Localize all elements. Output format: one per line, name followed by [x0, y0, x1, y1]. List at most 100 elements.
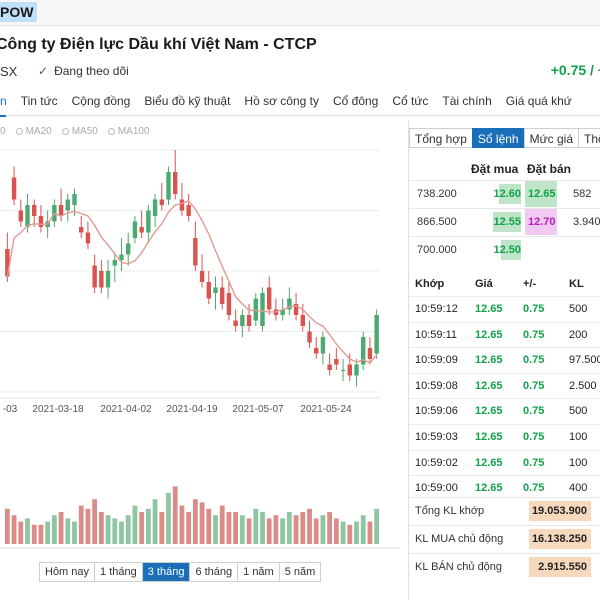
ask-price[interactable]: 12.65 [525, 181, 557, 207]
trade-time: 10:59:03 [415, 431, 458, 443]
volume-bar [105, 515, 111, 544]
candle-body [152, 199, 158, 216]
trade-row: 10:59:02 12.65 0.75 100 [409, 449, 600, 476]
trade-price: 12.65 [475, 405, 503, 418]
summary-row: KL MUA chủ động 16.138.250 [409, 525, 600, 551]
nav-item-5[interactable]: Cổ đông [332, 93, 379, 108]
trade-row: 10:59:11 12.65 0.75 200 [409, 321, 600, 348]
legend-label: MA100 [117, 126, 150, 137]
candle-body [300, 315, 305, 326]
volume-bar [31, 524, 37, 544]
trade-time: 10:59:08 [415, 379, 458, 392]
trades-header-price: Giá [475, 278, 493, 290]
nav-item-2[interactable]: Cộng đồng [71, 93, 131, 108]
range-button-0[interactable]: Hôm nay [40, 563, 96, 581]
check-icon: ✓ [38, 64, 49, 78]
legend-item-0[interactable]: 0 [0, 126, 6, 137]
bid-price[interactable]: 12.60 [493, 188, 521, 200]
range-button-4[interactable]: 1 năm [238, 563, 280, 581]
candle-body [293, 304, 299, 315]
nav-item-8[interactable]: Giá quá khứ [505, 93, 572, 108]
volume-bar [239, 515, 245, 544]
summary-value: 2.915.550 [529, 557, 591, 577]
candle-body [79, 227, 84, 233]
trade-change: 0.75 [523, 431, 545, 443]
trade-row: 10:59:12 12.65 0.75 500 [409, 296, 600, 322]
volume-bar [266, 518, 272, 544]
range-button-2[interactable]: 3 tháng [142, 563, 191, 581]
legend-label: MA20 [25, 126, 52, 137]
volume-bar [280, 518, 286, 544]
volume-bar [354, 521, 359, 544]
summary-label: Tổng KL khớp [415, 505, 485, 517]
panel-tab-2[interactable]: Mức giá [523, 128, 579, 148]
candle-body [65, 199, 70, 211]
volume-bar [253, 508, 259, 544]
trade-price: 12.65 [475, 354, 503, 367]
nav-item-4[interactable]: Hồ sơ công ty [244, 93, 319, 108]
follow-toggle[interactable]: ✓ Đang theo dõi [38, 64, 129, 78]
toggle-icon [15, 128, 23, 135]
bid-volume: 700.000 [417, 244, 457, 256]
trade-volume: 500 [569, 303, 588, 315]
trades-header-time: Khớp [415, 278, 445, 290]
trade-change: 0.75 [523, 405, 545, 418]
trade-time: 10:59:09 [415, 354, 458, 367]
bid-price[interactable]: 12.50 [493, 244, 521, 256]
exchange-label: SX [0, 64, 18, 79]
candle-body [320, 337, 326, 354]
candle-body [340, 370, 346, 371]
trade-volume: 500 [569, 405, 588, 418]
volume-bar [293, 515, 299, 544]
range-button-3[interactable]: 6 tháng [190, 563, 239, 581]
ask-price[interactable]: 12.70 [525, 209, 557, 235]
candle-body [354, 364, 359, 376]
candle-body [334, 359, 339, 365]
volume-bar [192, 499, 198, 544]
panel-tab-0[interactable]: Tổng hợp [409, 128, 473, 148]
legend-item-1[interactable]: MA20 [15, 126, 52, 137]
ask-volume: 582 [573, 188, 592, 200]
range-button-1[interactable]: 1 tháng [95, 563, 143, 581]
trade-volume: 97.500 [569, 354, 600, 367]
volume-bar [98, 512, 104, 544]
trade-price: 12.65 [475, 482, 503, 495]
trade-volume: 2.500 [569, 379, 597, 392]
panel-tab-1[interactable]: Sổ lệnh [471, 128, 525, 148]
ask-volume: 3.940 [573, 216, 600, 228]
volume-bar [119, 521, 124, 544]
volume-bar [139, 512, 145, 544]
nav-item-3[interactable]: Biểu đồ kỹ thuật [144, 93, 231, 108]
price-change: +0.75 / + [550, 62, 600, 78]
nav-item-6[interactable]: Cổ tức [392, 93, 429, 108]
volume-bar [51, 515, 57, 544]
volume-bar [327, 512, 333, 544]
candle-body [260, 293, 265, 326]
nav-item-0[interactable]: n [0, 86, 14, 117]
volume-bar [132, 505, 138, 544]
trade-row: 10:59:03 12.65 0.75 100 [409, 424, 600, 450]
volume-bar [199, 502, 205, 544]
volume-bar [367, 521, 373, 544]
bid-price[interactable]: 12.55 [493, 216, 521, 228]
candle-body [233, 320, 238, 326]
range-button-5[interactable]: 5 năm [279, 563, 321, 581]
nav-item-7[interactable]: Tài chính [442, 93, 492, 108]
bid-header: Đặt mua [471, 162, 519, 176]
summary-label: KL BÁN chủ động [415, 561, 503, 573]
x-tick-label: 2021-04-02 [100, 404, 152, 415]
panel-tab-3[interactable]: Thống [578, 128, 600, 148]
candle-body [173, 172, 178, 194]
candle-body [11, 177, 17, 200]
candle-body [361, 337, 366, 365]
volume-bar [4, 508, 10, 544]
nav-item-1[interactable]: Tin tức [20, 93, 58, 108]
volume-bar [159, 512, 165, 544]
legend-item-2[interactable]: MA50 [61, 126, 98, 137]
legend-item-3[interactable]: MA100 [107, 126, 150, 137]
candle-body [347, 364, 352, 376]
volume-bar [307, 508, 312, 544]
candle-body [226, 293, 232, 315]
toggle-icon [107, 128, 115, 135]
